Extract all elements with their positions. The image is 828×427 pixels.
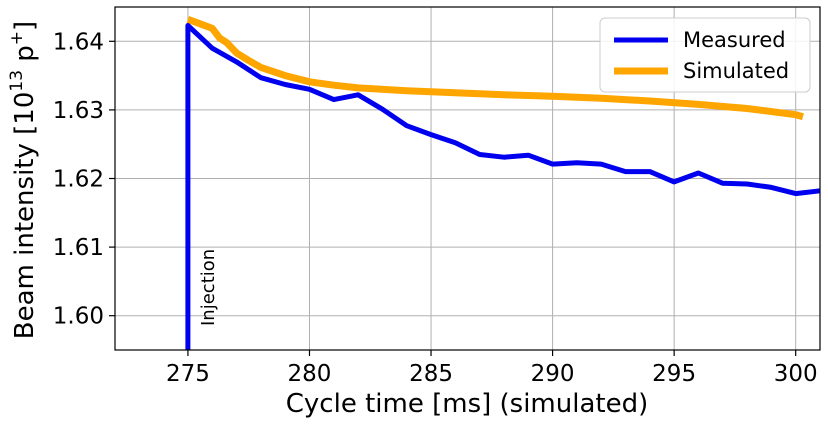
legend: Measured Simulated [599,17,811,93]
x-tick-label: 280 [288,361,332,387]
x-axis-label: Cycle time [ms] (simulated) [286,389,648,419]
y-tick-label: 1.60 [53,304,104,330]
x-tick-label: 285 [409,361,453,387]
y-axis-label-unit-sup: + [7,31,27,45]
series-layer [185,16,821,350]
y-axis-label-close: ] [10,21,40,31]
y-axis-label: Beam intensity [1013 p+] [7,21,40,339]
y-axis-label-unit: p [10,45,40,70]
x-tick-label: 295 [652,361,696,387]
x-tick-label: 290 [531,361,575,387]
annotation-injection: Injection [198,249,219,326]
legend-label-measured: Measured [683,28,786,52]
y-tick-label: 1.63 [53,98,104,124]
series-line-measured [185,23,821,350]
x-tick-label: 275 [166,361,210,387]
y-axis-label-exponent: 13 [7,70,27,92]
y-tick-label: 1.62 [53,167,104,193]
y-tick-label: 1.61 [53,235,104,261]
y-axis-label-main: Beam intensity [10 [10,92,40,340]
x-tick-label: 300 [774,361,818,387]
series-line-simulated [186,16,804,121]
ticks: 275 280 285 290 295 300 1.60 1.61 1.62 1.63 1.64 [53,29,818,387]
y-tick-label: 1.64 [53,29,104,55]
legend-label-simulated: Simulated [683,59,789,83]
